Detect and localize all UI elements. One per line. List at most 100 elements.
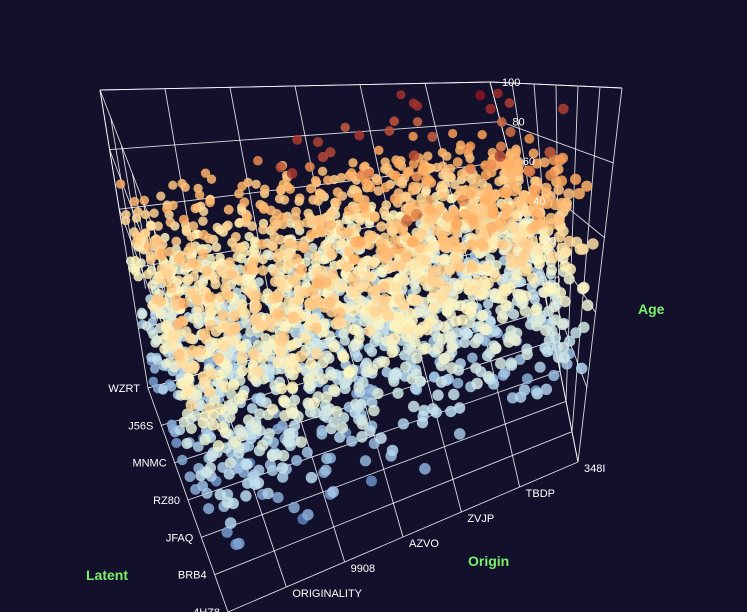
data-point xyxy=(402,323,415,336)
data-point xyxy=(578,321,590,334)
data-point xyxy=(257,439,269,451)
data-point xyxy=(397,224,408,236)
data-point xyxy=(304,161,315,172)
data-point xyxy=(419,463,431,475)
data-point xyxy=(383,247,395,259)
data-point xyxy=(469,337,481,349)
data-point xyxy=(154,274,165,285)
data-point xyxy=(570,327,582,339)
data-point xyxy=(534,361,546,373)
origin-tick-label: ORIGINALITY xyxy=(292,588,362,600)
data-point xyxy=(317,373,329,385)
data-point xyxy=(190,410,202,422)
data-point xyxy=(224,257,235,268)
data-point xyxy=(215,252,225,263)
axis-title-age: Age xyxy=(638,301,665,317)
data-point xyxy=(306,285,318,297)
data-point xyxy=(438,161,448,171)
data-point xyxy=(337,281,348,293)
data-point xyxy=(321,453,333,465)
data-point xyxy=(198,216,208,226)
data-point xyxy=(427,403,439,415)
data-point xyxy=(324,330,336,342)
data-point xyxy=(205,368,218,380)
z-tick-label: 0 xyxy=(554,275,560,287)
data-point xyxy=(445,362,458,374)
data-point xyxy=(292,134,303,145)
data-point xyxy=(130,255,140,266)
data-point xyxy=(272,291,284,303)
data-point xyxy=(553,164,564,175)
data-point xyxy=(332,316,344,328)
data-point xyxy=(258,224,269,235)
data-point xyxy=(255,320,267,332)
data-point xyxy=(272,491,284,504)
data-point xyxy=(488,207,500,219)
data-point xyxy=(466,239,478,251)
data-point xyxy=(172,318,184,330)
data-point xyxy=(210,278,221,290)
data-point xyxy=(563,273,575,285)
data-point xyxy=(304,406,317,418)
data-point xyxy=(346,168,357,178)
data-point xyxy=(397,178,408,189)
data-point xyxy=(156,191,166,201)
data-point xyxy=(212,352,225,365)
data-point xyxy=(453,428,466,440)
data-point xyxy=(521,240,533,253)
data-point xyxy=(286,168,298,179)
data-point xyxy=(325,219,336,231)
data-point xyxy=(498,283,510,296)
data-point xyxy=(386,346,399,358)
data-point xyxy=(288,274,300,286)
data-point xyxy=(251,179,261,189)
data-point xyxy=(408,400,420,413)
data-point xyxy=(272,308,284,320)
data-point xyxy=(520,290,532,302)
data-point xyxy=(392,242,404,255)
data-point xyxy=(188,257,199,268)
data-point xyxy=(490,342,502,354)
data-point xyxy=(216,421,229,434)
data-point xyxy=(497,238,509,251)
data-point xyxy=(269,276,281,287)
data-point xyxy=(306,183,316,194)
z-tick-label: 40 xyxy=(533,196,545,208)
data-point xyxy=(408,131,418,141)
data-point xyxy=(339,383,351,395)
data-point xyxy=(258,254,269,265)
data-point xyxy=(524,133,535,144)
data-point xyxy=(286,381,299,394)
data-point xyxy=(324,296,336,308)
data-point xyxy=(305,471,318,484)
data-point xyxy=(352,192,363,203)
data-point xyxy=(471,173,482,184)
data-point xyxy=(546,218,558,230)
data-point xyxy=(407,185,418,196)
data-point xyxy=(521,373,533,385)
data-point xyxy=(369,212,380,223)
data-point xyxy=(504,98,515,108)
data-point xyxy=(444,264,456,276)
data-point xyxy=(229,323,241,335)
data-point xyxy=(508,240,520,252)
data-point xyxy=(150,337,161,348)
data-point xyxy=(326,249,338,260)
data-point xyxy=(436,333,448,345)
data-point xyxy=(487,242,498,253)
data-point xyxy=(240,490,252,502)
data-point xyxy=(432,389,444,401)
data-point xyxy=(437,191,448,202)
data-point xyxy=(224,457,237,469)
data-point xyxy=(507,177,518,188)
data-point xyxy=(305,358,317,370)
data-point xyxy=(242,263,254,275)
data-point xyxy=(365,475,378,487)
data-point xyxy=(409,278,420,290)
data-point xyxy=(257,265,269,276)
data-point xyxy=(291,253,303,265)
data-point xyxy=(349,406,361,419)
data-point xyxy=(395,260,406,272)
data-point xyxy=(283,428,295,440)
